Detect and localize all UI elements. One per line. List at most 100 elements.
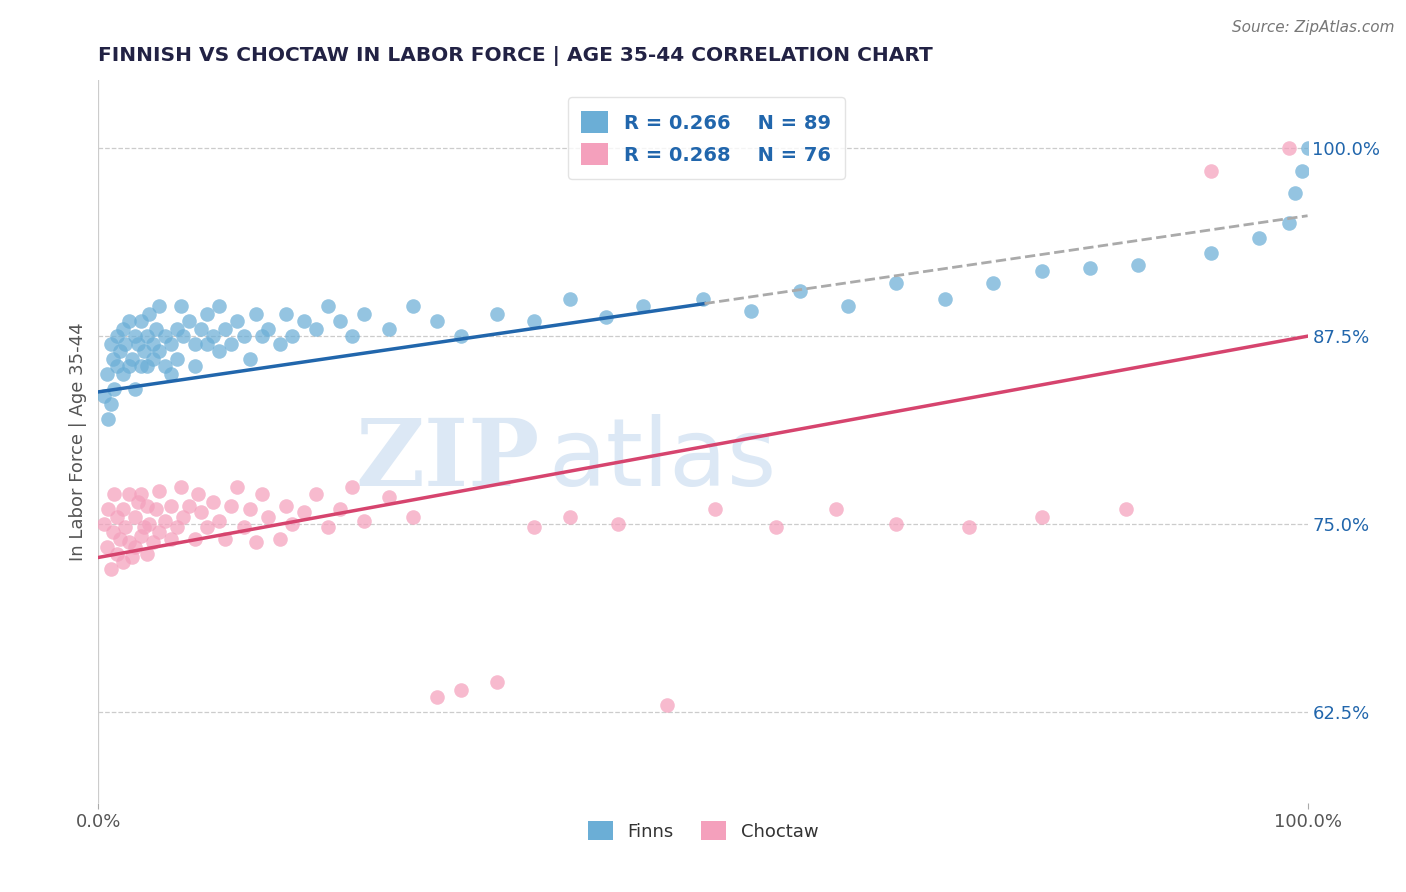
Point — [523, 314, 546, 328]
Point — [837, 299, 859, 313]
Point — [316, 520, 339, 534]
Point — [245, 535, 267, 549]
Point — [825, 502, 848, 516]
Text: Source: ZipAtlas.com: Source: ZipAtlas.com — [1232, 20, 1395, 35]
Point — [1078, 261, 1101, 276]
Point — [111, 367, 134, 381]
Point — [129, 359, 152, 374]
Point — [138, 517, 160, 532]
Point — [96, 367, 118, 381]
Point — [426, 314, 449, 328]
Point — [692, 292, 714, 306]
Point — [202, 329, 225, 343]
Point — [1031, 264, 1053, 278]
Point — [124, 329, 146, 343]
Point — [111, 555, 134, 569]
Point — [187, 487, 209, 501]
Point — [97, 502, 120, 516]
Point — [195, 307, 218, 321]
Point — [377, 321, 399, 335]
Point — [1291, 163, 1313, 178]
Point — [172, 329, 194, 343]
Point — [96, 540, 118, 554]
Point — [108, 344, 131, 359]
Point — [101, 524, 124, 539]
Point — [145, 502, 167, 516]
Point — [100, 397, 122, 411]
Point — [100, 562, 122, 576]
Point — [595, 310, 617, 324]
Point — [214, 321, 236, 335]
Point — [124, 382, 146, 396]
Point — [353, 514, 375, 528]
Point — [179, 500, 201, 514]
Point — [402, 299, 425, 313]
Point — [704, 502, 727, 516]
Point — [486, 307, 509, 321]
Point — [402, 509, 425, 524]
Point — [274, 307, 297, 321]
Point — [305, 487, 328, 501]
Point — [486, 675, 509, 690]
Point — [1199, 163, 1222, 178]
Point — [195, 336, 218, 351]
Point — [765, 520, 787, 534]
Point — [523, 520, 546, 534]
Point — [124, 509, 146, 524]
Point — [184, 533, 207, 547]
Point — [93, 389, 115, 403]
Point — [245, 307, 267, 321]
Legend: Finns, Choctaw: Finns, Choctaw — [581, 814, 825, 848]
Point — [305, 321, 328, 335]
Point — [160, 367, 183, 381]
Point — [190, 505, 212, 519]
Point — [129, 529, 152, 543]
Point — [281, 329, 304, 343]
Point — [179, 314, 201, 328]
Point — [138, 307, 160, 321]
Point — [886, 277, 908, 291]
Point — [607, 517, 630, 532]
Point — [250, 487, 273, 501]
Point — [226, 314, 249, 328]
Point — [274, 500, 297, 514]
Y-axis label: In Labor Force | Age 35-44: In Labor Force | Age 35-44 — [69, 322, 87, 561]
Point — [221, 500, 243, 514]
Point — [121, 550, 143, 565]
Point — [103, 487, 125, 501]
Point — [135, 548, 157, 562]
Point — [105, 359, 128, 374]
Point — [292, 505, 315, 519]
Point — [135, 359, 157, 374]
Point — [631, 299, 654, 313]
Point — [172, 509, 194, 524]
Text: ZIP: ZIP — [356, 415, 540, 505]
Point — [118, 314, 141, 328]
Point — [269, 533, 291, 547]
Point — [342, 480, 364, 494]
Point — [97, 412, 120, 426]
Point — [1249, 231, 1271, 245]
Point — [118, 487, 141, 501]
Point — [118, 535, 141, 549]
Point — [160, 336, 183, 351]
Point — [1199, 246, 1222, 260]
Point — [153, 329, 176, 343]
Point — [329, 314, 352, 328]
Point — [981, 277, 1004, 291]
Point — [789, 284, 811, 298]
Point — [655, 698, 678, 712]
Point — [239, 351, 262, 366]
Point — [377, 490, 399, 504]
Point — [1278, 141, 1301, 155]
Point — [101, 351, 124, 366]
Point — [184, 336, 207, 351]
Point — [134, 344, 156, 359]
Point — [450, 329, 472, 343]
Point — [111, 321, 134, 335]
Point — [148, 524, 170, 539]
Point — [142, 535, 165, 549]
Point — [208, 299, 231, 313]
Point — [740, 303, 762, 318]
Point — [221, 336, 243, 351]
